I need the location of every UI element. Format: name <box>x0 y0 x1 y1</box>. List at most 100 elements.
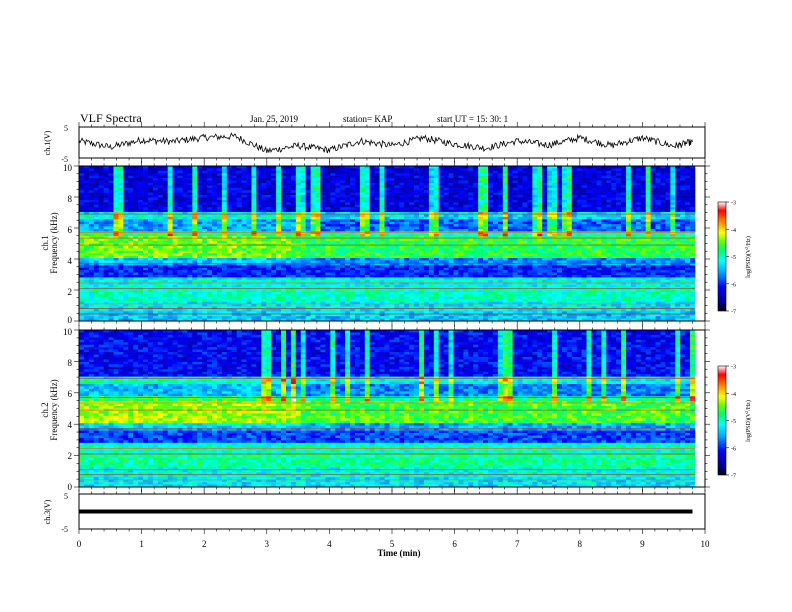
spectrogram-cell <box>399 255 405 259</box>
spectrogram-cell <box>88 308 95 312</box>
spectrogram-cell <box>207 258 213 261</box>
spectrogram-cell <box>241 238 247 242</box>
spectrogram-cell <box>123 296 129 300</box>
spectrogram-cell <box>261 308 267 312</box>
spectrogram-cell <box>364 296 371 300</box>
spectrogram-cell <box>330 202 336 206</box>
spectrogram-cell <box>404 212 410 215</box>
spectrogram-cell <box>305 270 311 273</box>
spectrogram-cell <box>212 199 218 203</box>
spectrogram-cell <box>384 318 390 322</box>
spectrogram-cell <box>305 245 311 249</box>
spectrogram-cell <box>88 304 95 307</box>
spectrogram-cell <box>182 272 188 276</box>
spectrogram-cell <box>404 313 410 317</box>
spectrogram-cell <box>364 199 371 203</box>
spectrogram-cell <box>448 236 454 239</box>
spectrogram-cell <box>354 238 361 242</box>
spectrogram-cell <box>93 212 100 215</box>
spectrogram-cell <box>98 301 104 305</box>
spectrogram-cell <box>88 195 95 198</box>
spectrogram-cell <box>340 180 346 184</box>
spectrogram-cell <box>399 289 405 293</box>
spectrogram-cell <box>330 245 336 249</box>
spectrogram-cell <box>374 207 380 210</box>
spectrogram-cell <box>207 265 213 269</box>
spectrogram-cell <box>399 173 405 176</box>
spectrogram-cell <box>320 219 326 222</box>
spectrogram-cell <box>438 245 444 249</box>
spectrogram-cell <box>340 185 346 189</box>
spectrogram-cell <box>448 304 454 307</box>
spectrogram-cell <box>261 311 267 315</box>
spectrogram-cell <box>162 284 169 288</box>
spectrogram-cell <box>369 267 375 271</box>
spectrogram-cell <box>281 241 287 244</box>
spectrogram-cell <box>285 178 292 181</box>
spectrogram-cell <box>414 178 420 181</box>
spectrogram-cell <box>310 294 316 298</box>
spectrogram-cell <box>359 282 366 285</box>
spectrogram-cell <box>404 316 410 319</box>
spectrogram-cell <box>216 248 223 252</box>
spectrogram-cell <box>409 182 415 186</box>
spectrogram-cell <box>399 291 405 295</box>
spectrogram-cell <box>216 279 223 283</box>
spectrogram-cell <box>350 291 356 295</box>
spectrogram-cell <box>295 197 302 201</box>
spectrogram-cell <box>187 199 193 203</box>
spectrogram-cell <box>354 272 361 276</box>
spectrogram-cell <box>290 289 297 293</box>
spectrogram-cell <box>271 245 277 249</box>
spectrogram-cell <box>409 214 415 218</box>
spectrogram-cell <box>261 180 267 184</box>
spectrogram-cell <box>325 274 331 278</box>
spectrogram-cell <box>172 316 178 319</box>
spectrogram-cell <box>330 255 336 259</box>
spectrogram-cell <box>350 178 356 181</box>
spectrogram-cell <box>241 209 247 213</box>
spectrogram-cell <box>325 182 331 186</box>
spectrogram-cell <box>423 221 430 225</box>
spectrogram-cell <box>290 262 297 266</box>
spectrogram-cell <box>310 301 316 305</box>
spectrogram-cell <box>103 277 109 281</box>
spectrogram-cell <box>305 168 311 172</box>
spectrogram-cell <box>157 221 164 225</box>
spectrogram-cell <box>389 279 395 283</box>
spectrogram-cell <box>216 166 223 169</box>
spectrogram-cell <box>325 248 331 252</box>
spectrogram-cell <box>192 185 198 189</box>
spectrogram-cell <box>409 304 415 307</box>
spectrogram-cell <box>241 173 247 176</box>
spectrogram-cell <box>108 202 114 206</box>
spectrogram-cell <box>276 216 282 220</box>
spectrogram-cell <box>399 253 405 256</box>
spectrogram-cell <box>359 195 366 198</box>
spectrogram-cell <box>113 168 119 172</box>
spectrogram-cell <box>359 245 366 249</box>
spectrogram-cell <box>261 272 267 276</box>
spectrogram-cell <box>409 316 415 319</box>
spectrogram-cell <box>172 204 178 208</box>
spectrogram-cell <box>359 214 366 218</box>
spectrogram-cell <box>335 282 341 285</box>
spectrogram-cell <box>113 245 119 249</box>
spectrogram-cell <box>335 277 341 281</box>
spectrogram-cell <box>187 233 193 237</box>
spectrogram-cell <box>325 306 331 310</box>
spectrogram-cell <box>98 228 104 232</box>
spectrogram-cell <box>285 180 292 184</box>
spectrogram-cell <box>389 166 395 169</box>
spectrogram-cell <box>216 221 223 225</box>
spectrogram-cell <box>187 216 193 220</box>
spectrogram-cell <box>423 282 430 285</box>
spectrogram-cell <box>379 182 385 186</box>
spectrogram-cell <box>359 219 366 222</box>
spectrogram-cell <box>143 248 149 252</box>
spectrogram-cell <box>128 308 134 312</box>
spectrogram-cell <box>271 226 277 230</box>
spectrogram-cell <box>315 214 321 218</box>
spectrogram-cell <box>448 180 454 184</box>
spectrogram-cell <box>428 306 435 310</box>
